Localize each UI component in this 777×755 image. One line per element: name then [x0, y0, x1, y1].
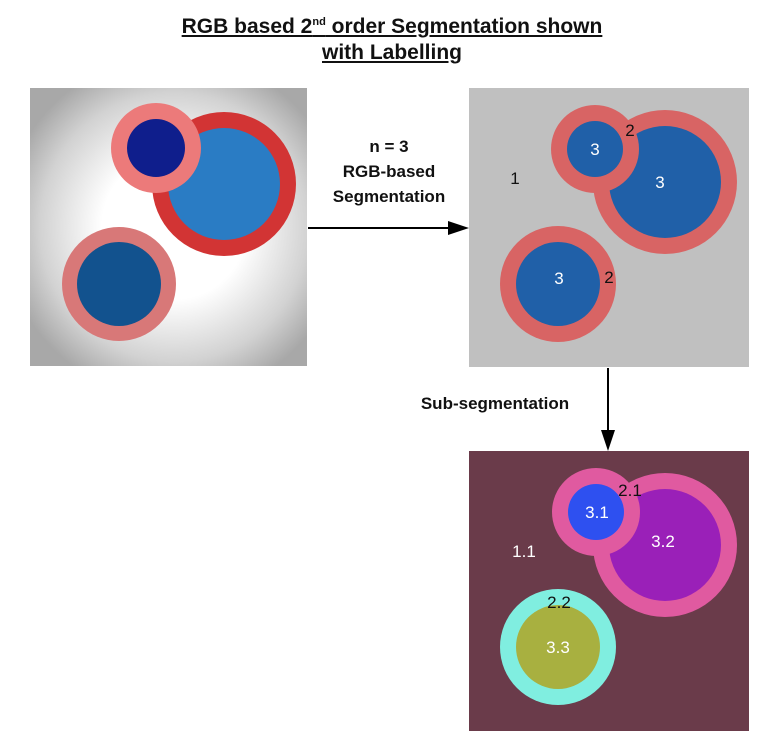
label-bottom-ring: 2 — [604, 268, 613, 287]
subsegment-bottom-core — [516, 605, 600, 689]
sublabel-small-core: 3.1 — [585, 503, 609, 522]
sublabel-bottom-core: 3.3 — [546, 638, 570, 657]
sublabel-big-core: 3.2 — [651, 532, 675, 551]
segment-small-core — [567, 121, 623, 177]
figure-title: RGB based 2nd order Segmentation shown w… — [181, 15, 603, 64]
subsegmentation-arrow — [601, 368, 615, 451]
original-image-panel — [30, 88, 307, 366]
sublabel-small-ring: 2.1 — [618, 481, 642, 500]
segmentation-panel: 1 2 3 3 2 3 — [469, 88, 749, 367]
subsegmentation-panel: 1.1 2.1 3.1 3.2 2.2 3.3 — [469, 451, 749, 731]
label-bottom-core: 3 — [554, 269, 563, 288]
segment-bottom-core — [516, 242, 600, 326]
original-bottom-core — [77, 242, 161, 326]
original-small-core — [127, 119, 185, 177]
label-small-ring: 2 — [625, 121, 634, 140]
segmentation-arrow-label: n = 3 RGB-based Segmentation — [332, 137, 446, 206]
subsegment-small-core — [568, 484, 624, 540]
label-background: 1 — [510, 169, 519, 188]
label-big-core: 3 — [655, 173, 664, 192]
subsegmentation-arrow-label: Sub-segmentation — [420, 394, 570, 413]
sublabel-background: 1.1 — [512, 542, 536, 561]
sublabel-bottom-ring: 2.2 — [547, 593, 571, 612]
segmentation-arrow — [308, 221, 469, 235]
label-small-core: 3 — [590, 140, 599, 159]
